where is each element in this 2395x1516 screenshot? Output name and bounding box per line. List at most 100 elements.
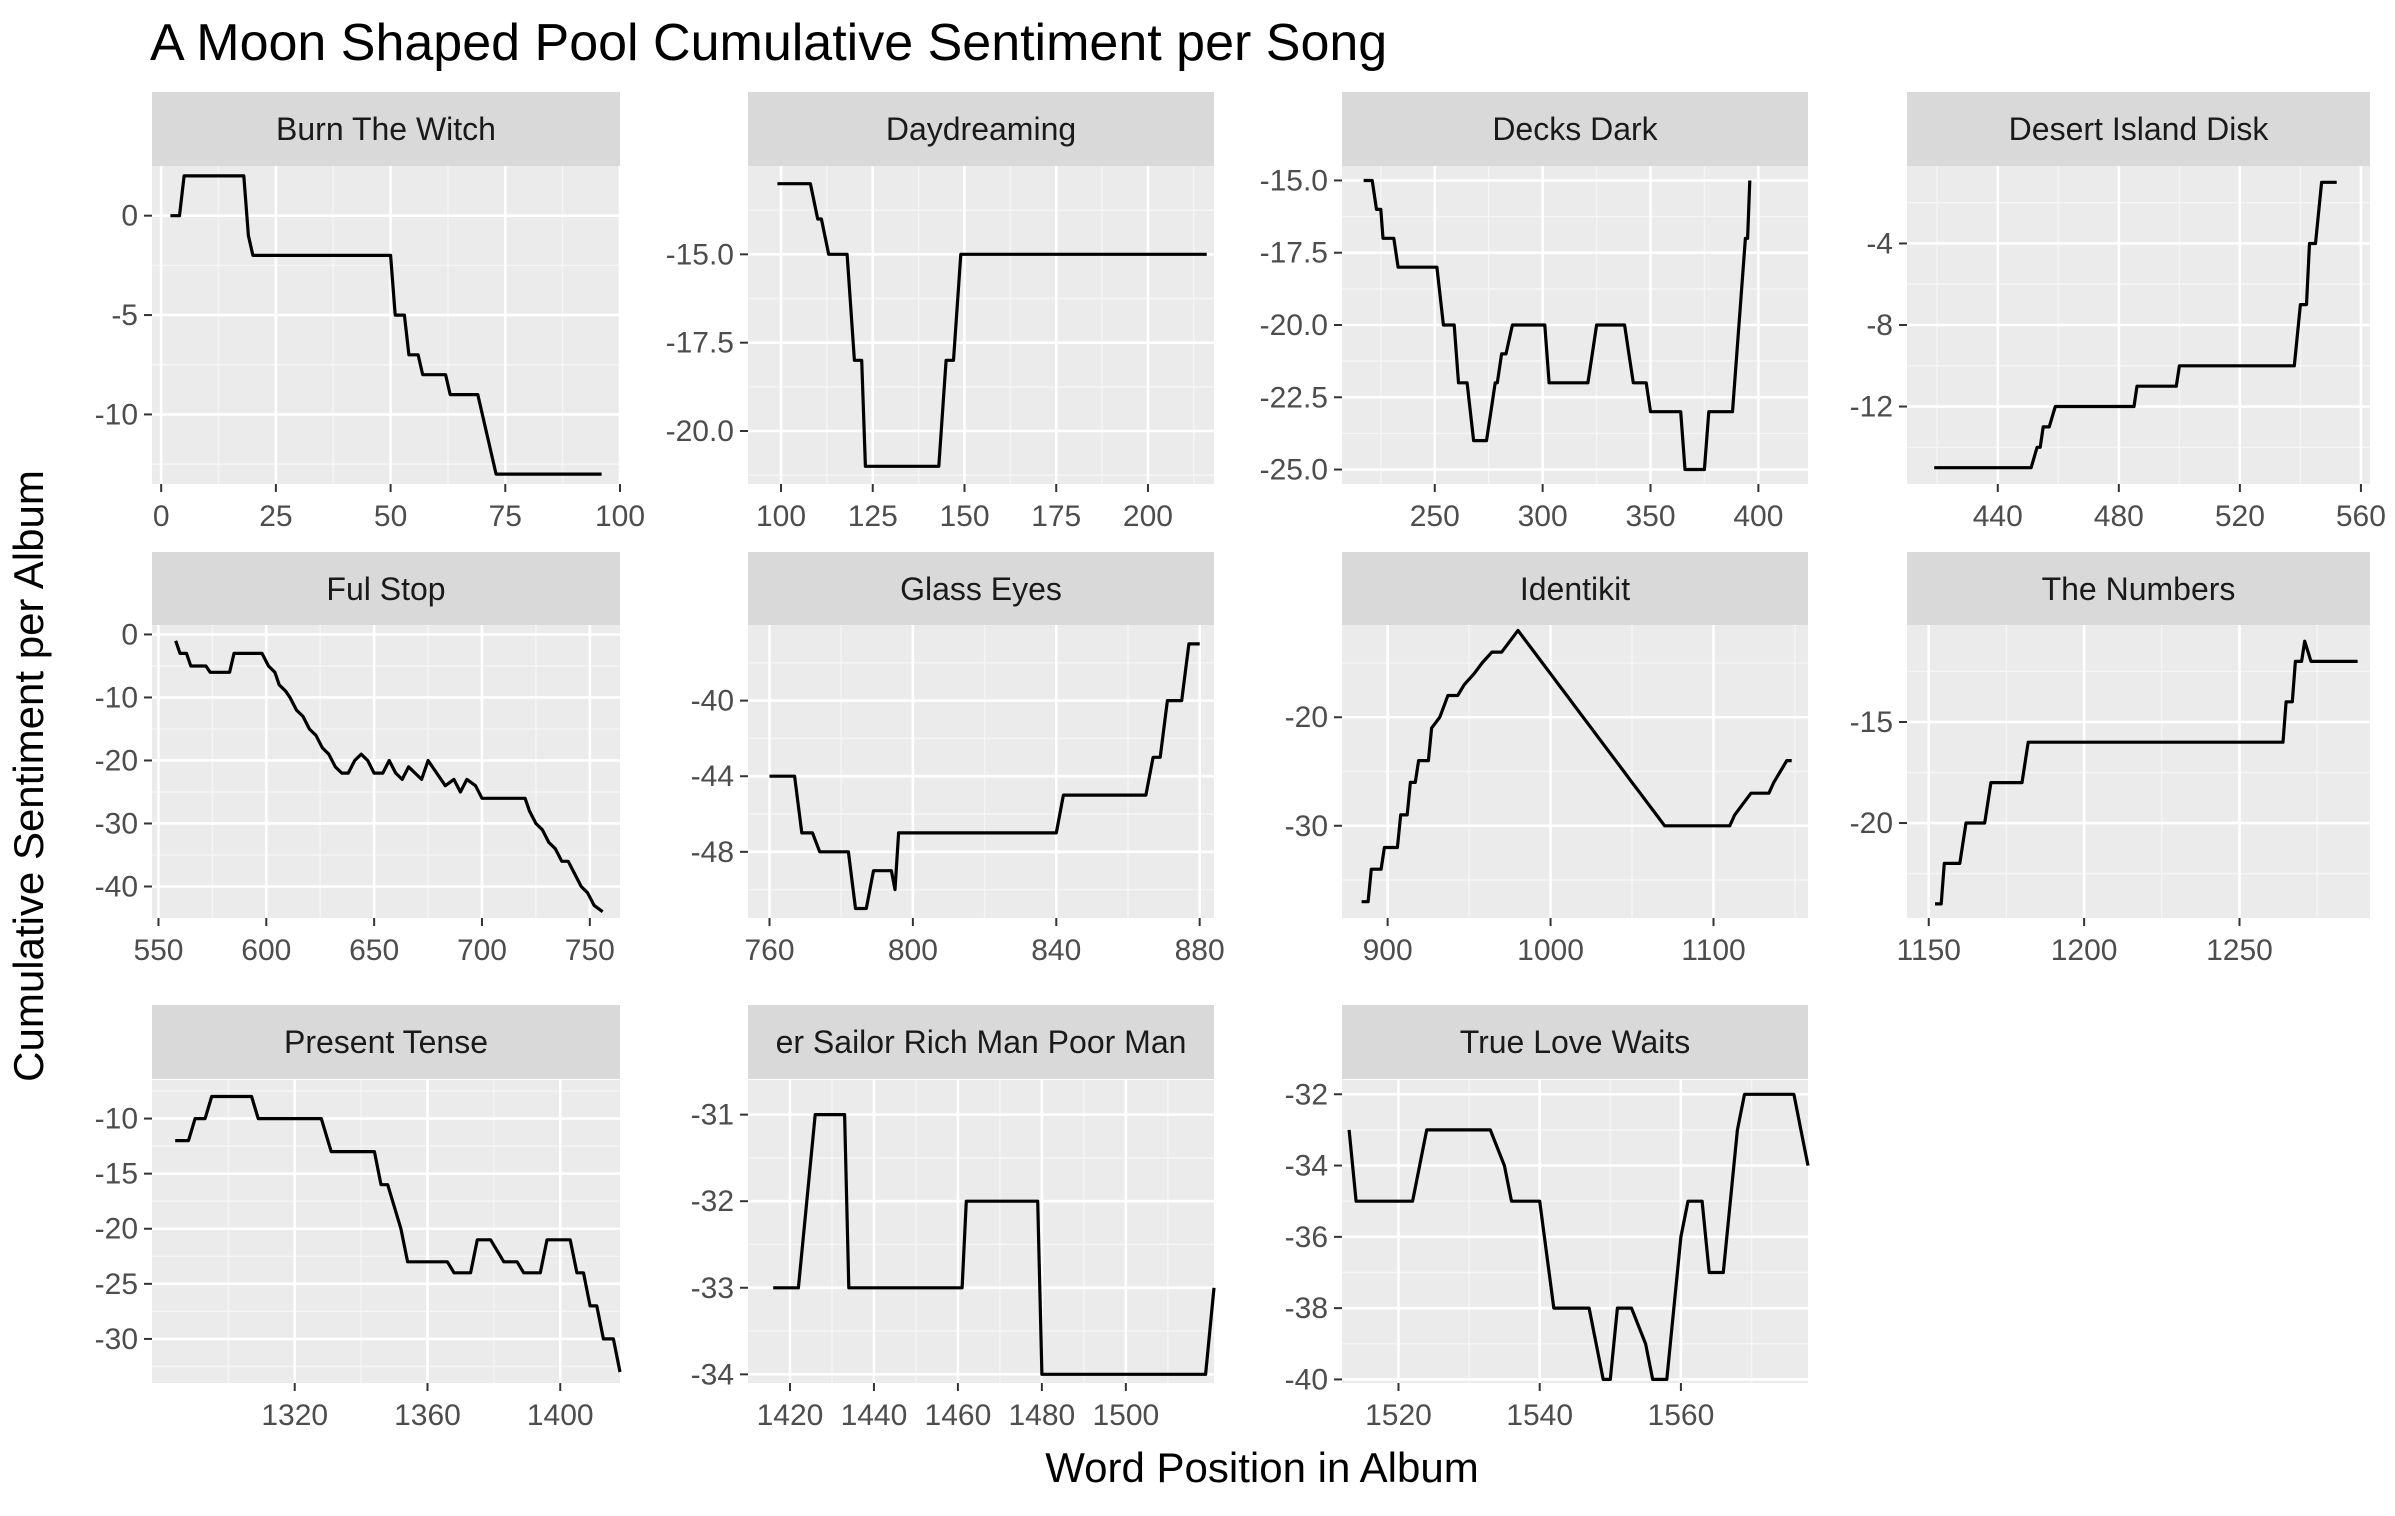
x-tick-label: 700 (457, 934, 507, 967)
x-tick-label: 1360 (394, 1399, 461, 1432)
facet-strip (748, 552, 1214, 626)
y-tick-label: -10 (95, 681, 138, 714)
sentiment-line-tinker-tailor-soldier-sailor-rich-man-poor-man (773, 1113, 1216, 1376)
facet-ful-stop: Ful Stop 550 600 650 700 750 0 -10 -20 -30 -40 (95, 552, 620, 967)
facet-panel (748, 625, 1214, 918)
x-tick-label: 1520 (1365, 1399, 1432, 1432)
facet-strip (152, 1005, 620, 1079)
x-tick-label: 1320 (261, 1399, 328, 1432)
x-tick-label: 125 (848, 500, 898, 533)
x-axis-title: Word Position in Album (1045, 1444, 1478, 1491)
y-tick-label: -30 (95, 1323, 138, 1356)
x-tick-label: 50 (374, 500, 407, 533)
y-tick-label: -12 (1850, 391, 1893, 424)
x-tick-label: 150 (939, 500, 989, 533)
x-tick-label: 350 (1625, 500, 1675, 533)
x-tick-label: 1540 (1506, 1399, 1573, 1432)
facet-true-love-waits: True Love Waits 1520 1540 1560 -32 -34 -36 -38 -… (1285, 1005, 1810, 1432)
y-tick-label: -10 (95, 398, 138, 431)
facet-strip (748, 1005, 1214, 1079)
x-tick-label: 175 (1031, 500, 1081, 533)
facet-strip-label: The Numbers (2042, 571, 2236, 607)
y-tick-label: -8 (1866, 309, 1893, 342)
x-tick-label: 100 (595, 500, 645, 533)
x-tick-label: 1400 (527, 1399, 594, 1432)
y-tick-label: -20 (95, 1213, 138, 1246)
x-tick-label: 200 (1123, 500, 1173, 533)
x-tick-label: 900 (1363, 934, 1413, 967)
x-tick-label: 1560 (1648, 1399, 1715, 1432)
x-tick-label: 1420 (757, 1399, 824, 1432)
x-tick-label: 560 (2336, 500, 2386, 533)
sentiment-line-the-numbers (1935, 639, 2358, 906)
x-tick-label: 1200 (2051, 934, 2118, 967)
facet-strip-label: True Love Waits (1460, 1024, 1691, 1060)
facet-strip (152, 552, 620, 626)
facet-the-numbers: The Numbers 1150 1200 1250 -15 -20 (1850, 552, 2370, 967)
sentiment-line-decks-dark (1363, 178, 1752, 472)
x-tick-label: 100 (756, 500, 806, 533)
x-tick-label: 1100 (1681, 934, 1746, 967)
facet-strip (1342, 552, 1808, 626)
facet-panel (748, 1080, 1214, 1383)
y-tick-label: -20.0 (1260, 309, 1328, 342)
x-tick-label: 750 (565, 934, 615, 967)
facet-panel (152, 625, 620, 918)
facet-panel (152, 166, 620, 484)
x-tick-label: 520 (2215, 500, 2265, 533)
y-tick-label: -38 (1285, 1292, 1328, 1325)
facet-strip-label: Present Tense (284, 1024, 488, 1060)
y-tick-label: -25 (95, 1268, 138, 1301)
facet-strip-label: Daydreaming (886, 111, 1076, 147)
y-tick-label: 0 (121, 618, 138, 651)
x-tick-label: 840 (1031, 934, 1081, 967)
facet-strip-label: er Sailor Rich Man Poor Man (776, 1024, 1187, 1060)
y-axis-title: Cumulative Sentiment per Album (5, 470, 52, 1082)
sentiment-line-ful-stop (174, 640, 604, 913)
facet-tinker-tailor-soldier-sailor-rich-man-poor-man: er Sailor Rich Man Poor Man 1420 1440 1460 1… (691, 1005, 1216, 1432)
facet-strip-label: Identikit (1520, 571, 1630, 607)
x-tick-label: 400 (1733, 500, 1783, 533)
facet-identikit: Identikit 900 1000 1100 -20 -30 (1285, 552, 1808, 967)
x-tick-label: 1000 (1517, 934, 1584, 967)
facet-strip-label: Ful Stop (326, 571, 445, 607)
y-tick-label: -32 (691, 1185, 734, 1218)
facet-panel (152, 1080, 620, 1383)
facet-strip (748, 92, 1214, 166)
x-tick-label: 250 (1410, 500, 1460, 533)
x-tick-label: 25 (259, 500, 292, 533)
x-tick-label: 1150 (1896, 934, 1961, 967)
facet-glass-eyes: Glass Eyes 760 800 840 880 -40 -44 -48 (691, 552, 1225, 967)
y-tick-label: -5 (111, 299, 138, 332)
y-tick-label: -20 (95, 744, 138, 777)
sentiment-line-present-tense (175, 1094, 622, 1373)
facet-desert-island-disk: Desert Island Disk 440 480 520 560 -4 -8 -12 (1850, 92, 2386, 533)
y-tick-label: -15 (95, 1158, 138, 1191)
y-tick-label: -40 (95, 870, 138, 903)
facet-strip (1342, 1005, 1808, 1079)
facet-strip-label: Desert Island Disk (2009, 111, 2270, 147)
x-tick-label: 300 (1518, 500, 1568, 533)
y-tick-label: -44 (691, 760, 734, 793)
x-tick-label: 440 (1973, 500, 2023, 533)
x-tick-label: 1440 (841, 1399, 908, 1432)
y-tick-label: -40 (691, 685, 734, 718)
facet-strip (1907, 552, 2370, 626)
y-tick-label: -33 (691, 1272, 734, 1305)
y-tick-label: -22.5 (1260, 381, 1328, 414)
x-tick-label: 550 (133, 934, 183, 967)
y-tick-label: -34 (1285, 1150, 1328, 1183)
facet-strip-label: Glass Eyes (900, 571, 1062, 607)
facet-panel (1907, 625, 2370, 918)
facet-strip (152, 92, 620, 166)
x-tick-label: 880 (1175, 934, 1225, 967)
y-tick-label: -31 (691, 1099, 734, 1132)
x-tick-label: 1500 (1092, 1399, 1159, 1432)
y-tick-label: -25.0 (1260, 454, 1328, 487)
facet-decks-dark: Decks Dark 250 300 350 400 -15.0 -17.5 -20.0 -22… (1260, 92, 1808, 533)
y-tick-label: -34 (691, 1358, 734, 1391)
y-tick-label: -40 (1285, 1363, 1328, 1396)
facet-burn-the-witch: Burn The Witch 0 25 50 75 100 0 -5 -10 (95, 92, 645, 533)
